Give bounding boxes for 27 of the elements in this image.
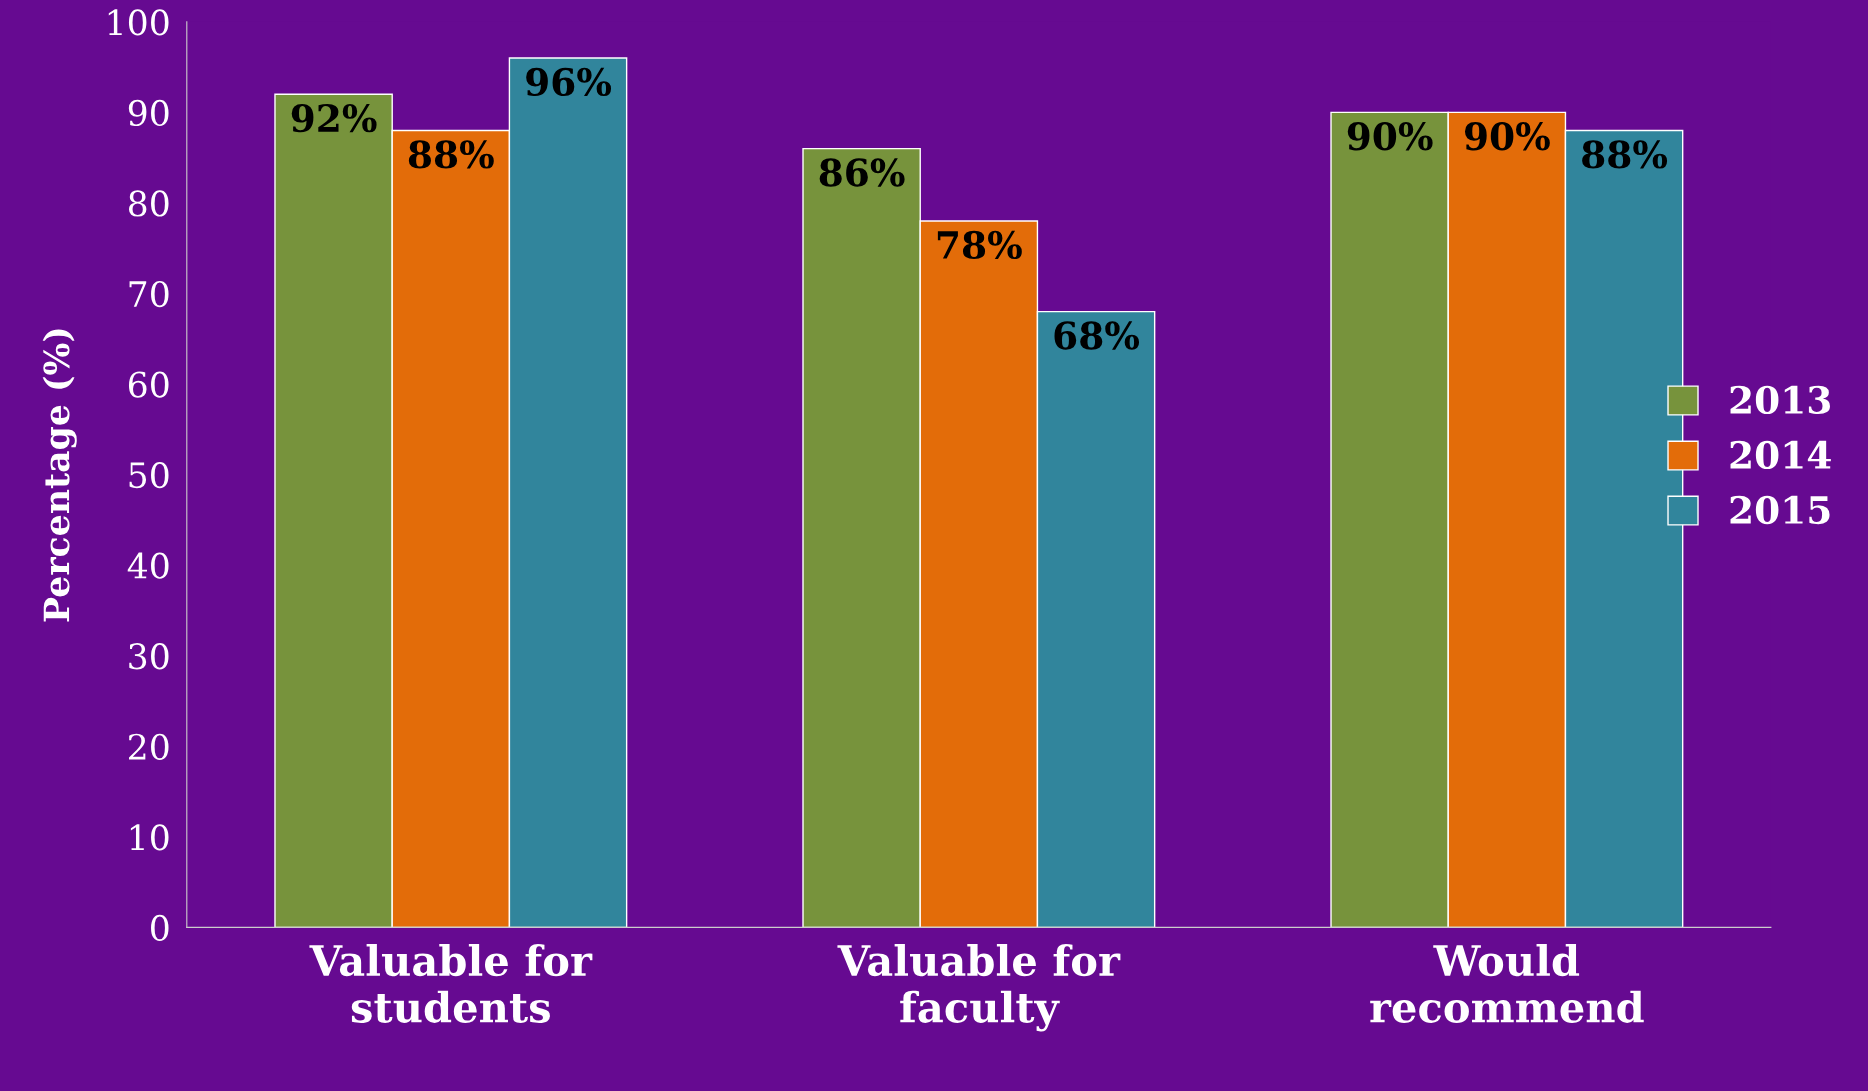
data-label: 90% (1347, 122, 1433, 151)
y-tick-label: 90 (128, 99, 169, 127)
y-tick-label: 40 (127, 552, 169, 579)
data-label: 68% (1054, 321, 1140, 350)
legend-label: 2013 (1730, 385, 1830, 415)
data-label: 78% (937, 230, 1022, 260)
data-label: 88% (1582, 140, 1668, 169)
y-tick-label: 0 (151, 914, 169, 942)
legend-label: 2015 (1730, 495, 1830, 525)
data-label: 86% (819, 158, 905, 187)
y-tick-label: 10 (130, 824, 169, 851)
y-tick-label: 30 (129, 643, 169, 670)
y-tick-label: 50 (129, 462, 169, 489)
y-tick-label: 100 (108, 9, 169, 36)
x-tick-label: Valuable for faculty (837, 944, 1121, 1032)
data-label: 96% (526, 67, 612, 97)
x-tick-label: Would recommend (1370, 944, 1644, 1023)
data-label: 90% (1464, 122, 1550, 151)
y-tick-label: 70 (129, 280, 169, 308)
data-label: 88% (408, 140, 494, 169)
legend-label: 2014 (1730, 440, 1831, 470)
x-tick-label: Valuable for students (309, 944, 593, 1023)
y-tick-label: 20 (129, 733, 169, 760)
y-tick-label: 60 (128, 371, 169, 398)
y-axis-title: Percentage (%) (42, 329, 77, 622)
y-tick-label: 80 (128, 190, 169, 217)
data-label: 92% (291, 103, 377, 133)
